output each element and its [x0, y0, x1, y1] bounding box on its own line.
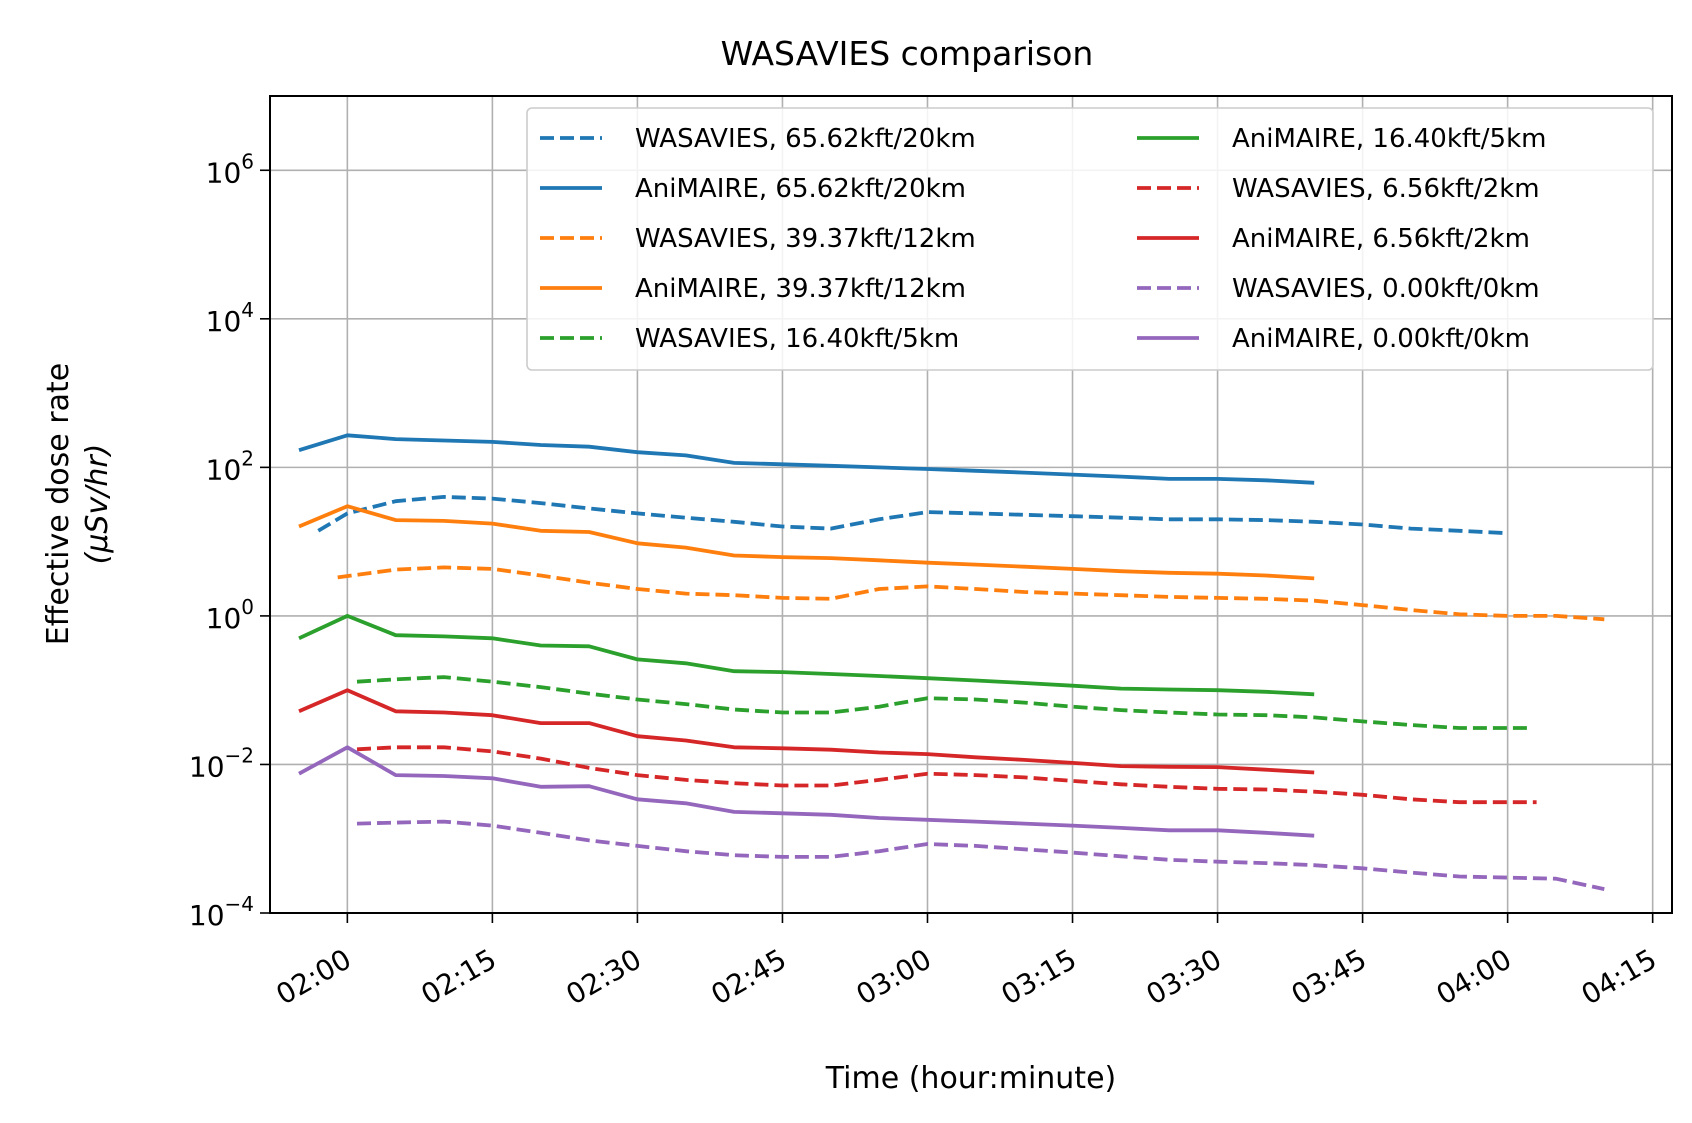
legend-box [526, 107, 1654, 371]
y-tick-label: 104 [206, 298, 254, 338]
y-tick-exponent: −2 [225, 743, 254, 767]
chart-title: WASAVIES comparison [721, 34, 1094, 73]
legend-label: AniMAIRE, 6.56kft/2km [1232, 224, 1530, 254]
legend: WASAVIES, 65.62kft/20km AniMAIRE, 65.62kf… [526, 107, 1654, 371]
legend-label: WASAVIES, 16.40kft/5km [635, 324, 959, 354]
y-tick-exponent: 0 [241, 595, 254, 619]
y-axis-label-line1: Effective dose rate [41, 363, 76, 645]
legend-label: AniMAIRE, 39.37kft/12km [635, 274, 966, 304]
legend-label: AniMAIRE, 0.00kft/0km [1232, 324, 1530, 354]
y-tick-label: 10−2 [189, 743, 254, 783]
y-tick-exponent: −4 [225, 892, 254, 916]
y-tick-base: 10 [206, 156, 242, 189]
plot-frame [269, 95, 1673, 914]
series-line-6 [356, 745, 1537, 805]
y-tick-exponent: 2 [241, 446, 254, 470]
legend-label: WASAVIES, 39.37kft/12km [635, 224, 976, 254]
series-line-9 [298, 745, 1315, 838]
series-line-5 [298, 614, 1315, 697]
series-line-0 [317, 494, 1508, 536]
legend-label: WASAVIES, 0.00kft/0km [1232, 274, 1540, 304]
y-tick-base: 10 [189, 750, 225, 783]
y-tick-label: 102 [206, 446, 254, 486]
y-axis-label-line2: (μSv/hr) [80, 444, 115, 565]
series-line-7 [298, 688, 1315, 775]
y-tick-exponent: 4 [241, 298, 254, 322]
legend-label: WASAVIES, 6.56kft/2km [1232, 174, 1540, 204]
y-tick-label: 106 [206, 149, 254, 189]
y-tick-label: 100 [206, 595, 254, 635]
y-tick-base: 10 [206, 602, 242, 635]
y-tick-base: 10 [206, 305, 242, 338]
series-line-2 [337, 565, 1605, 622]
y-tick-base: 10 [189, 899, 225, 932]
legend-label: WASAVIES, 65.62kft/20km [635, 124, 976, 154]
y-tick-base: 10 [206, 453, 242, 486]
series-line-3 [298, 504, 1315, 581]
legend-label: AniMAIRE, 65.62kft/20km [635, 174, 966, 204]
legend-label: AniMAIRE, 16.40kft/5km [1232, 124, 1546, 154]
series-line-4 [356, 675, 1527, 730]
series-layer [298, 433, 1605, 891]
x-axis-label: Time (hour:minute) [825, 1061, 1116, 1096]
series-line-8 [356, 819, 1605, 891]
y-tick-label: 10−4 [189, 892, 254, 932]
series-line-1 [298, 433, 1315, 485]
y-tick-exponent: 6 [241, 149, 254, 173]
